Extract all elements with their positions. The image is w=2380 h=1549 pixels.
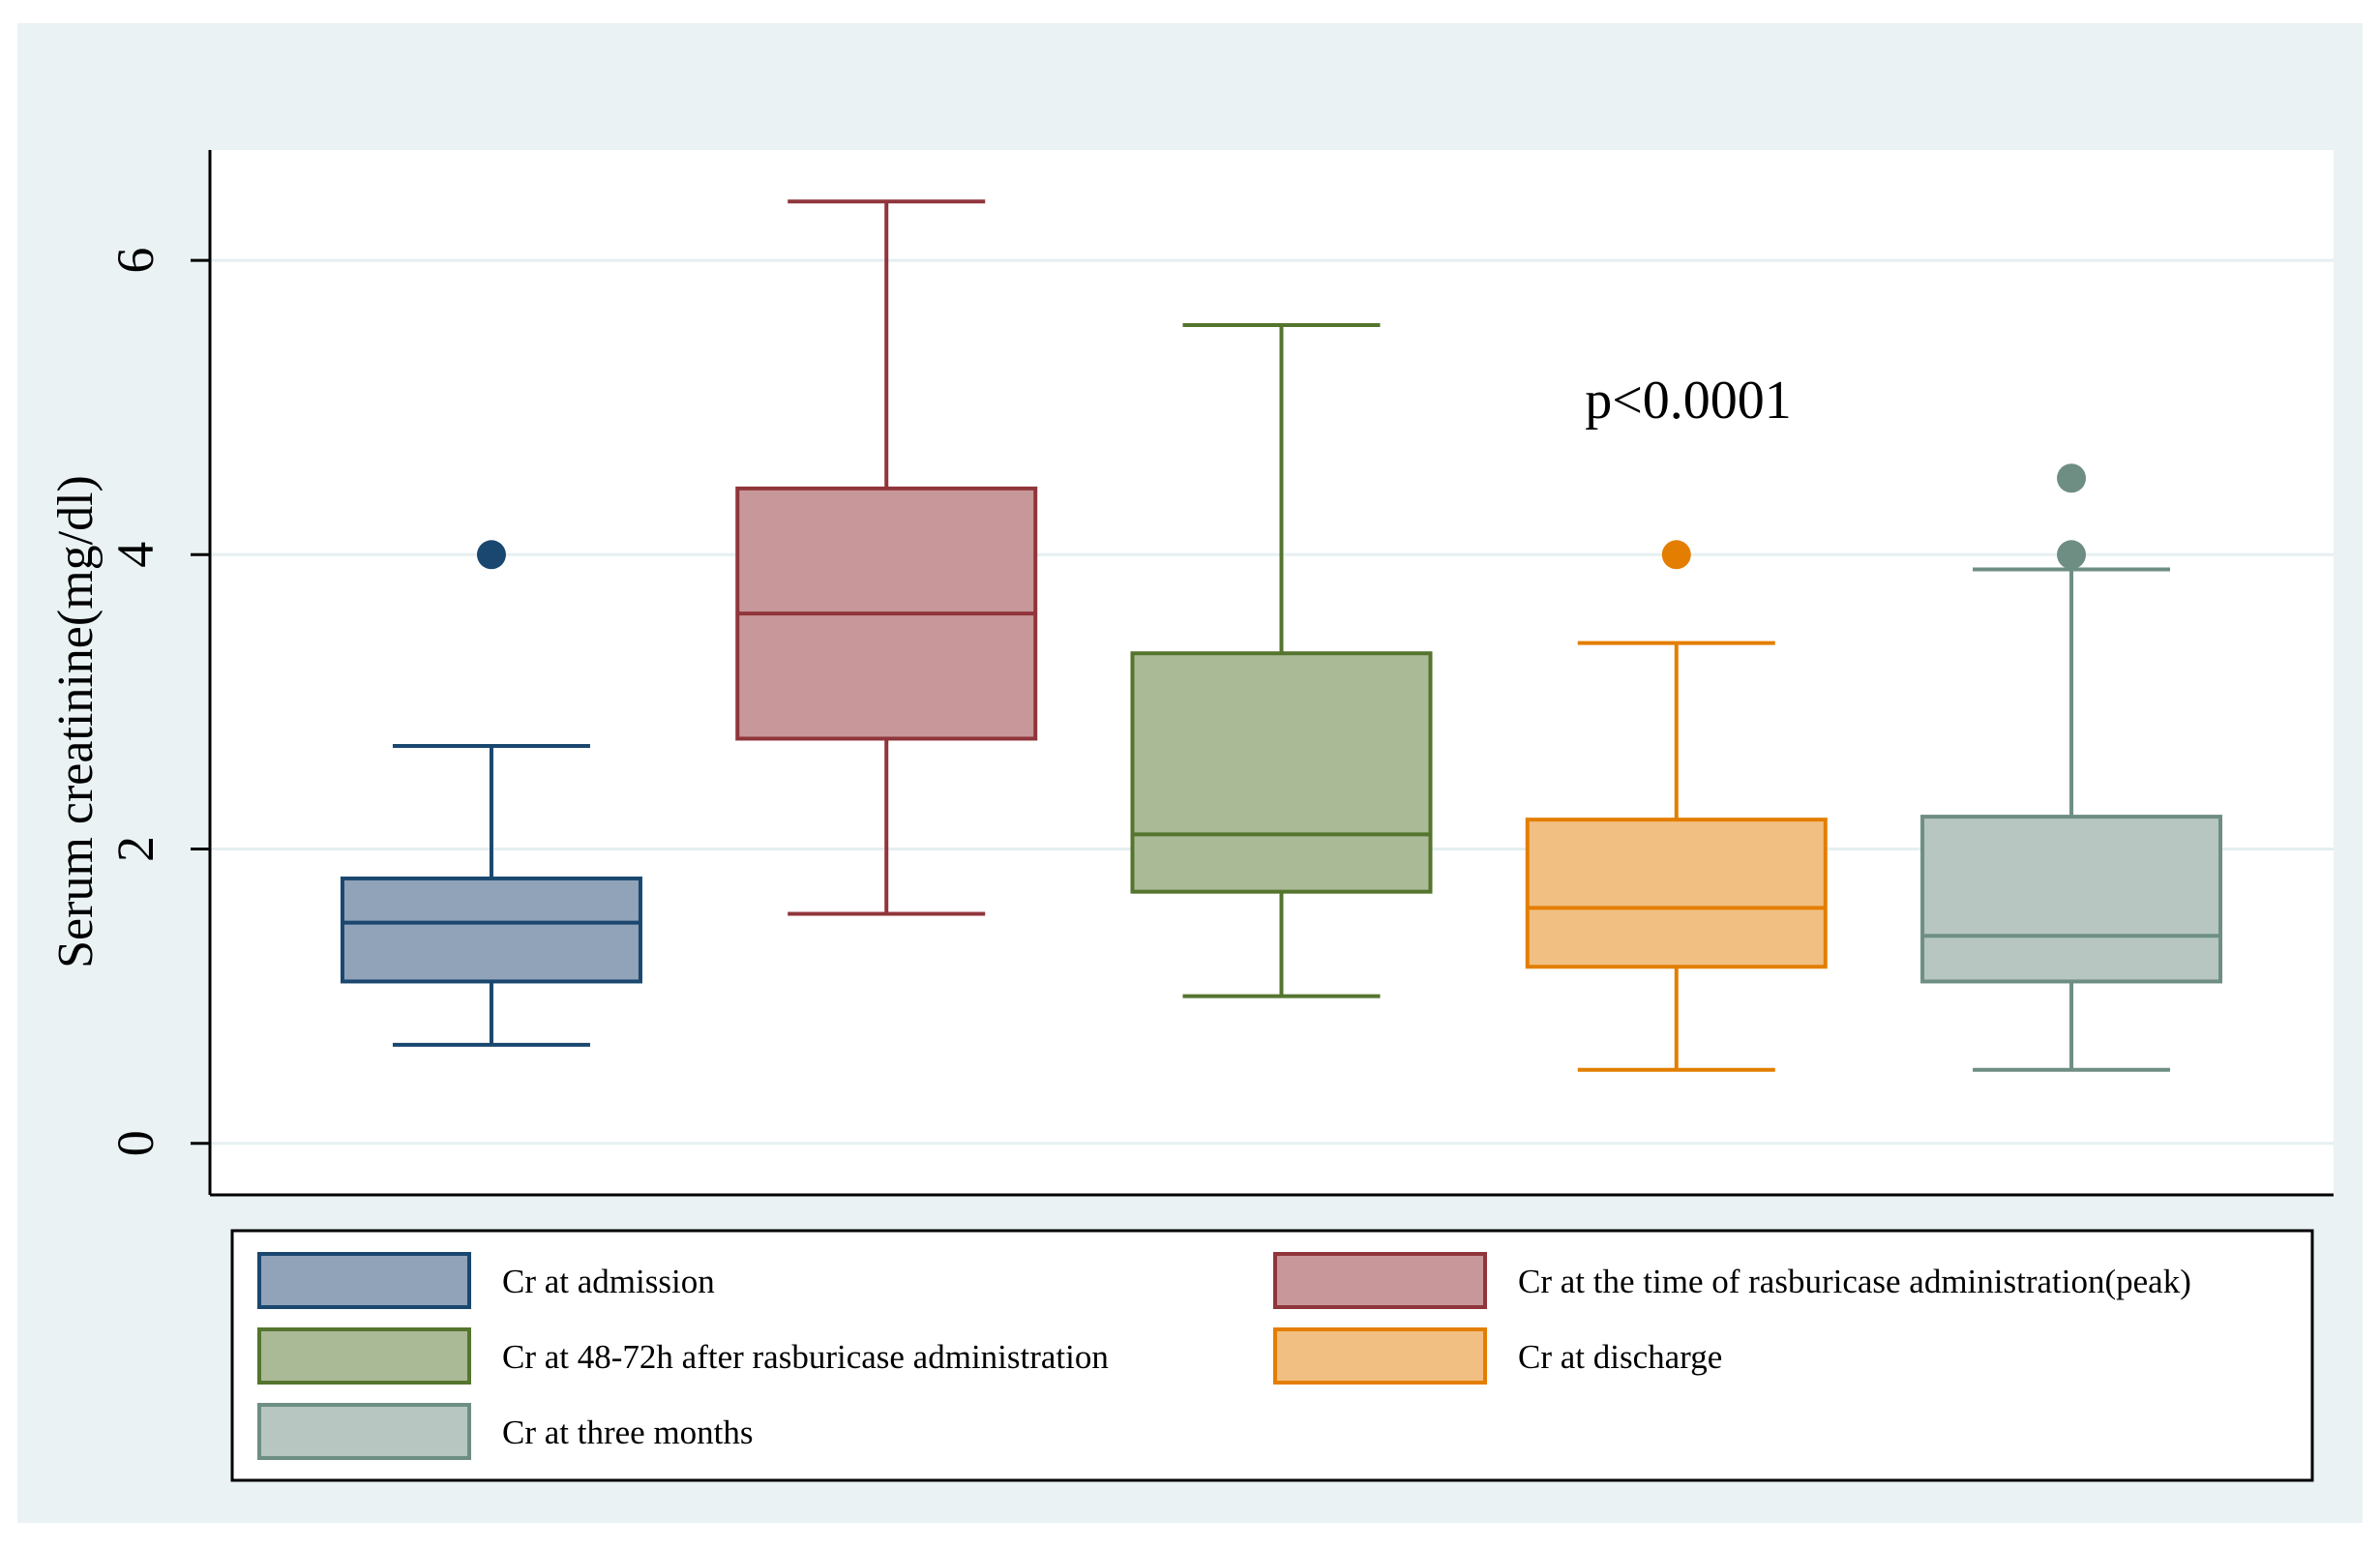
p-value-annotation: p<0.0001 bbox=[1585, 371, 1792, 431]
legend-item-5: Cr at three months bbox=[257, 1403, 754, 1460]
box-4 bbox=[1525, 540, 1828, 1072]
y-axis-label: Serum creatinine(mg/dl) bbox=[48, 475, 104, 968]
legend-item-1: Cr at admission bbox=[257, 1252, 715, 1309]
legend-swatch bbox=[1273, 1327, 1487, 1385]
legend-label: Cr at 48-72h after rasburicase administr… bbox=[502, 1338, 1109, 1376]
y-tick-label: 6 bbox=[106, 248, 164, 274]
legend-item-4: Cr at discharge bbox=[1273, 1327, 1722, 1385]
outlier-point bbox=[1661, 540, 1691, 570]
outlier-point bbox=[2057, 463, 2087, 493]
legend-items: Cr at admission Cr at the time of rasburi… bbox=[257, 1252, 2191, 1460]
legend-label: Cr at admission bbox=[502, 1263, 715, 1300]
axes bbox=[208, 150, 2334, 1197]
y-tick-label: 2 bbox=[106, 836, 164, 862]
legend-label: Cr at three months bbox=[502, 1414, 754, 1451]
box-1 bbox=[340, 540, 642, 1047]
y-tick-label: 4 bbox=[106, 542, 164, 568]
outlier-point bbox=[476, 540, 506, 570]
box-3 bbox=[1130, 323, 1433, 998]
legend-swatch bbox=[257, 1403, 471, 1460]
legend-swatch bbox=[257, 1327, 471, 1385]
iqr-box bbox=[1130, 651, 1433, 894]
legend-label: Cr at discharge bbox=[1518, 1338, 1722, 1376]
iqr-box bbox=[340, 876, 642, 984]
iqr-box bbox=[1920, 815, 2223, 984]
legend-swatch bbox=[257, 1252, 471, 1309]
box-2 bbox=[735, 199, 1038, 916]
box-series-group bbox=[340, 199, 2223, 1072]
iqr-box bbox=[1525, 818, 1828, 969]
legend-item-2: Cr at the time of rasburicase administra… bbox=[1273, 1252, 2191, 1309]
y-tick-label: 0 bbox=[106, 1130, 164, 1156]
legend-label: Cr at the time of rasburicase administra… bbox=[1518, 1263, 2191, 1300]
legend-swatch bbox=[1273, 1252, 1487, 1309]
outlier-point bbox=[2057, 540, 2087, 570]
box-5 bbox=[1920, 463, 2223, 1072]
legend-item-3: Cr at 48-72h after rasburicase administr… bbox=[257, 1327, 1109, 1385]
legend bbox=[230, 1229, 2314, 1482]
y-ticks: 0 2 4 6 bbox=[106, 248, 210, 1156]
